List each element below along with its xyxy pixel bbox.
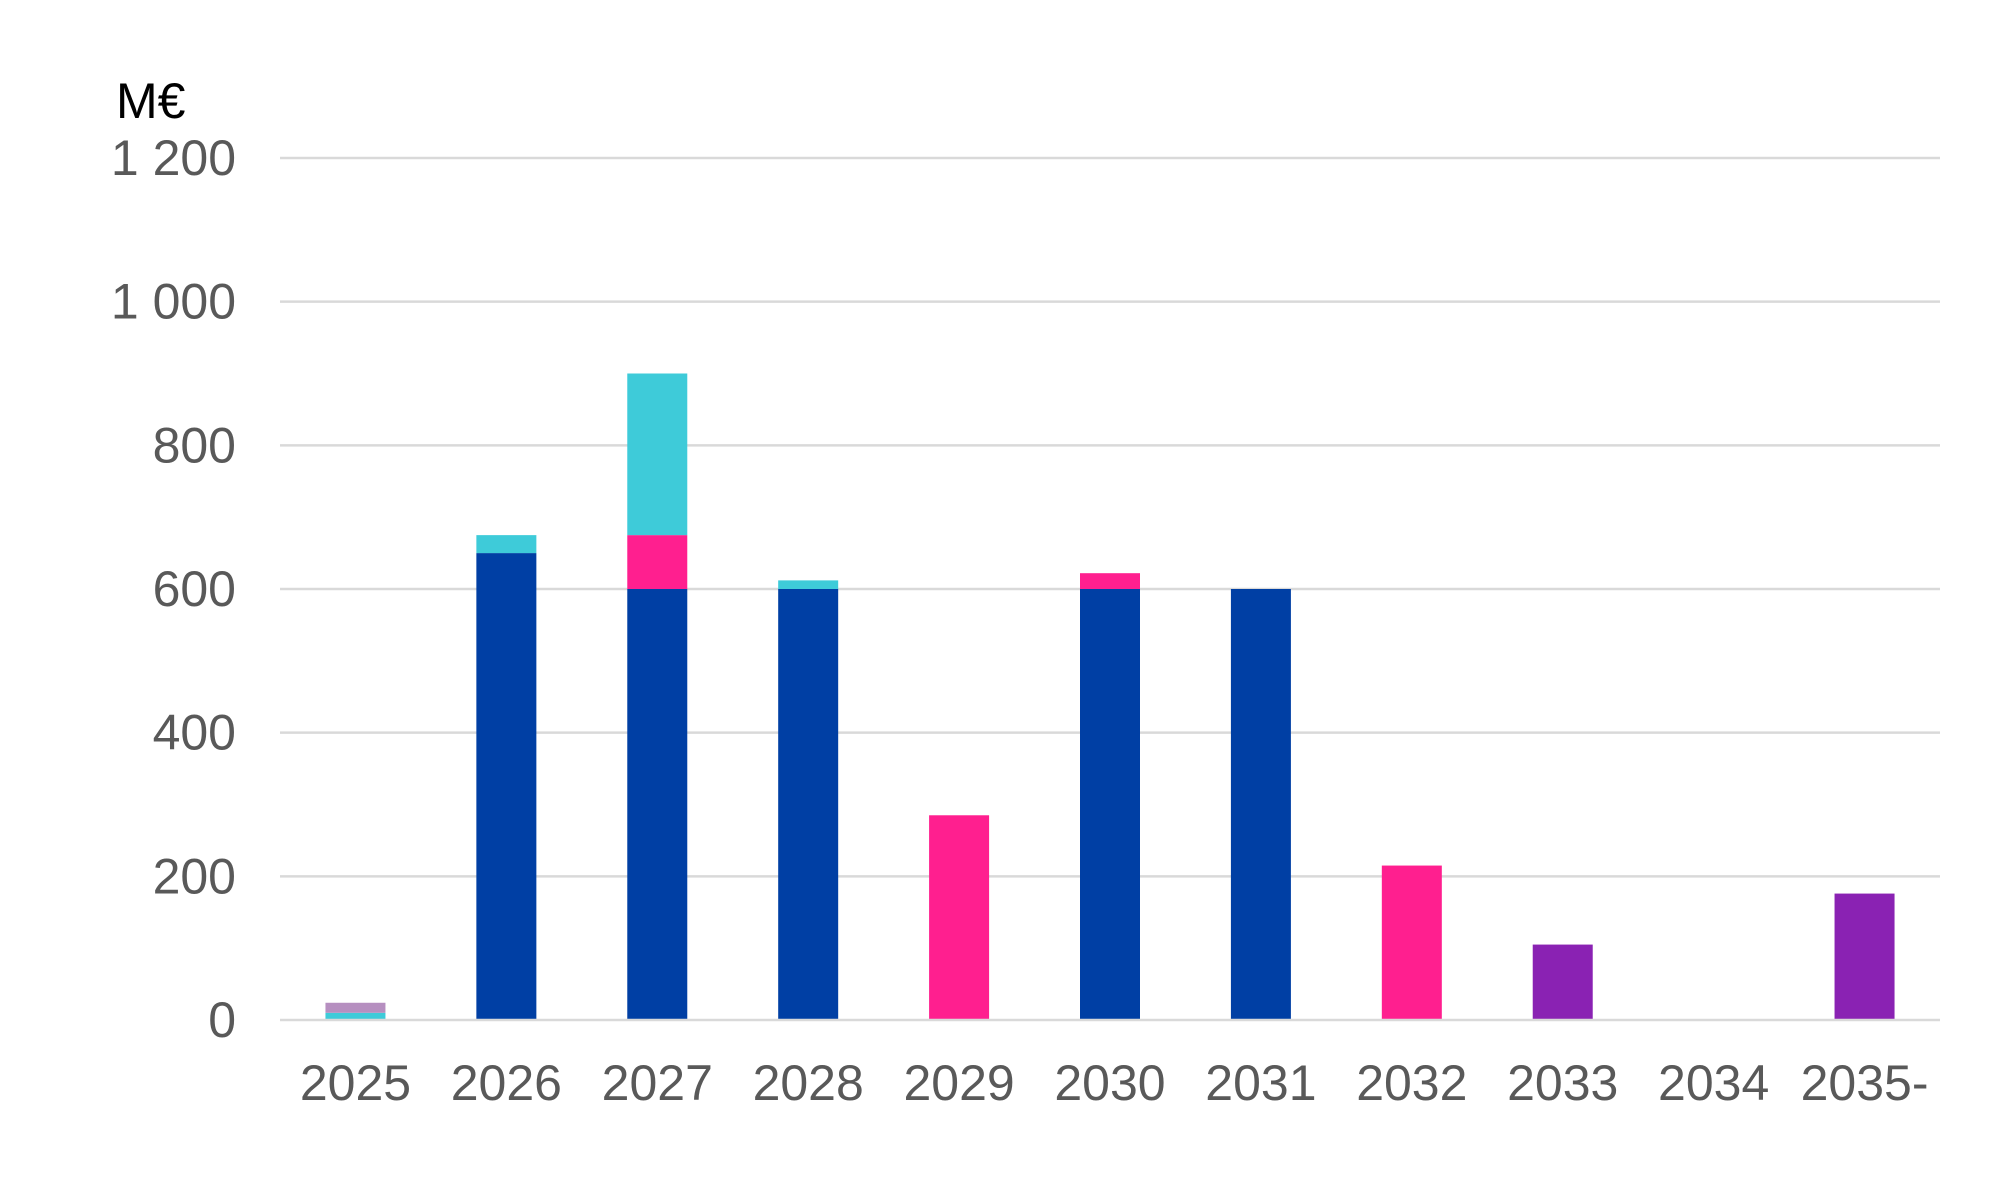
axes: 0 200 400 600 800 1 000 1 200 2025 2026 2027 2028 2… <box>111 130 1940 1111</box>
y-tick-label: 1 000 <box>111 274 236 330</box>
bar-segment <box>1834 893 1895 1020</box>
x-tick-label: 2033 <box>1507 1055 1618 1111</box>
bar-segment <box>778 589 839 1020</box>
x-tick-label: 2030 <box>1054 1055 1165 1111</box>
x-tick-label: 2026 <box>451 1055 562 1111</box>
bar-segment <box>476 553 537 1020</box>
y-tick-label: 200 <box>153 848 236 904</box>
x-tick-label: 2032 <box>1356 1055 1467 1111</box>
bar-segment <box>929 815 990 1020</box>
bar-segment <box>476 535 537 554</box>
y-tick-label: 800 <box>153 417 236 473</box>
x-tick-label: 2031 <box>1205 1055 1316 1111</box>
y-tick-label: 0 <box>208 992 236 1048</box>
bar-segment <box>1080 589 1140 1020</box>
bar-segment <box>1532 944 1593 1020</box>
bar-segment <box>627 589 688 1020</box>
bar-segment <box>1381 865 1442 1020</box>
bars <box>325 373 1895 1020</box>
bar-segment <box>325 1002 386 1013</box>
x-tick-label: 2028 <box>753 1055 864 1111</box>
y-tick-label: 1 200 <box>111 130 236 186</box>
bar-segment <box>778 580 839 589</box>
x-tick-label: 2025 <box>300 1055 411 1111</box>
x-tick-label: 2035- <box>1801 1055 1929 1111</box>
x-tick-label: 2034 <box>1658 1055 1769 1111</box>
bar-segment <box>1230 589 1291 1020</box>
bar-segment <box>627 373 688 536</box>
y-tick-label: 400 <box>153 705 236 761</box>
bar-segment <box>627 535 688 589</box>
y-tick-label: 600 <box>153 561 236 617</box>
y-axis-unit-label: M€ <box>116 73 186 129</box>
bar-segment <box>325 1012 386 1020</box>
x-tick-label: 2029 <box>903 1055 1014 1111</box>
bar-segment <box>1080 573 1140 589</box>
x-tick-label: 2027 <box>602 1055 713 1111</box>
